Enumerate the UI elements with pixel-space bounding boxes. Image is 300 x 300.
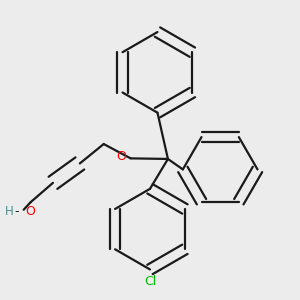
Text: -: - (14, 205, 19, 218)
Text: O: O (116, 150, 126, 164)
Text: O: O (25, 205, 35, 218)
Text: Cl: Cl (144, 275, 156, 288)
Text: H: H (4, 205, 13, 218)
